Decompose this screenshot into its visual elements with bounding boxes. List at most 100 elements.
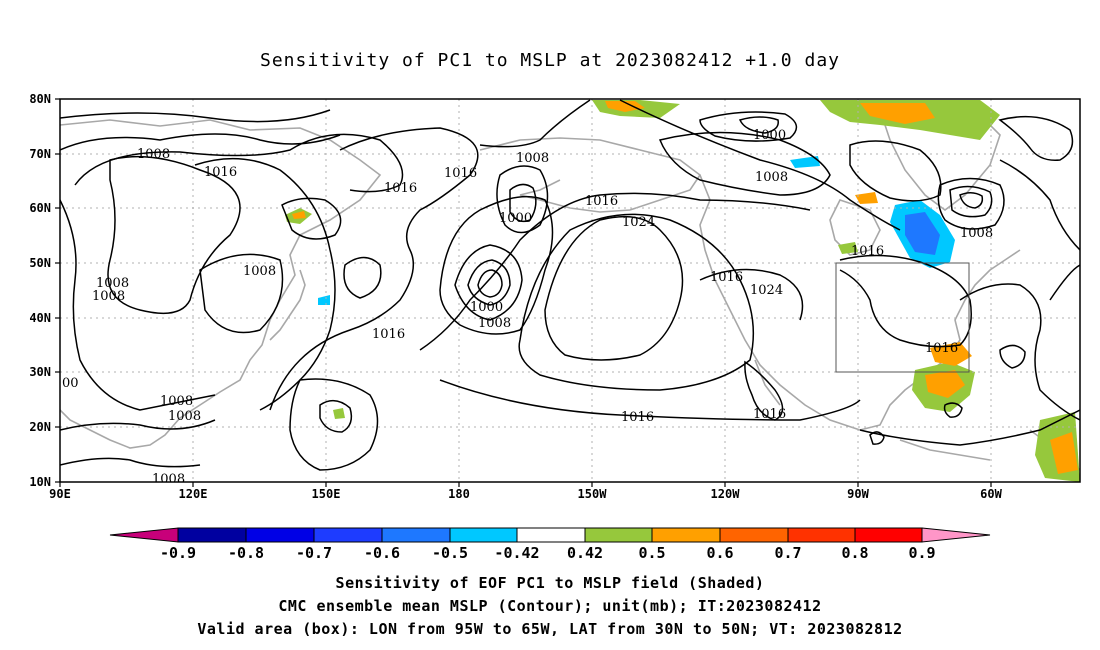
footer-line-valid-area: Valid area (box): LON from 95W to 65W, L… (197, 620, 903, 638)
contour-line (998, 115, 1074, 161)
footer-line-shaded: Sensitivity of EOF PC1 to MSLP field (Sh… (335, 574, 765, 592)
contour-line (658, 131, 831, 196)
lat-tick-label: 30N (29, 365, 51, 379)
contour-line (60, 457, 201, 468)
map-background (60, 99, 1080, 482)
contour-line (496, 165, 549, 234)
contour-labels: 1008 1016 1016 1008 1008 00 1008 1016 10… (62, 128, 993, 482)
lon-axis-labels: 90E 120E 150E 180 150W 120W 90W 60W (49, 487, 1002, 501)
contour-line (1049, 264, 1080, 301)
positive-region-greenland-core (860, 103, 935, 124)
colorbar-tick-label: 0.5 (638, 544, 665, 562)
colorbar-high-arrow (921, 527, 991, 543)
coastline-caribbean (899, 439, 991, 461)
contour-line (518, 213, 755, 391)
footer-line-contour: CMC ensemble mean MSLP (Contour); unit(m… (278, 597, 822, 615)
coastline-baja (754, 359, 781, 406)
contour-line (454, 244, 523, 321)
contour-label: 1024 (622, 215, 655, 230)
contour-line (959, 283, 1080, 421)
contour-line (619, 99, 901, 231)
contour-label: 1008 (96, 276, 129, 291)
contour-line (859, 409, 1080, 446)
coastline-northamerica-east (859, 249, 1021, 431)
lat-lon-grid (60, 99, 1080, 482)
contour-label: 1008 (243, 264, 276, 279)
positive-region-caribbean-core (1050, 432, 1078, 474)
positive-region-greatlakes (838, 242, 858, 254)
colorbar-tick-label: 0.42 (567, 544, 603, 562)
positive-region-pacific (333, 408, 345, 419)
contour-line (999, 344, 1026, 369)
contour-line (60, 419, 216, 431)
contour-line (74, 133, 404, 193)
positive-region-southeast-core (925, 370, 965, 398)
contour-line (281, 197, 342, 240)
contour-line (738, 116, 779, 134)
contour-line (107, 155, 241, 315)
contour-label: 1016 (621, 410, 654, 425)
contour-line (869, 431, 885, 445)
lat-tick-label: 10N (29, 475, 51, 489)
contour-line (744, 360, 784, 421)
contour-line (199, 253, 284, 334)
contour-line (343, 256, 382, 299)
map-panel: 1008 1016 1016 1008 1008 00 1008 1016 10… (29, 92, 1081, 501)
positive-region-arctic-core (605, 101, 645, 112)
contour-label: 00 (62, 376, 79, 391)
contour-label: 1016 (444, 166, 477, 181)
contour-line (849, 140, 942, 202)
contour-line (477, 269, 503, 298)
lon-tick-label: 120E (179, 487, 208, 501)
contour-label: 1016 (753, 407, 786, 422)
lat-tick-label: 20N (29, 420, 51, 434)
colorbar-tick-label: 0.9 (908, 544, 935, 562)
contour-line (269, 127, 479, 411)
colorbar-segment (245, 527, 315, 543)
negative-region-pacific (318, 295, 330, 305)
colorbar-low-arrow (109, 527, 179, 543)
map-frame (59, 98, 1081, 483)
contour-line (419, 192, 811, 351)
contour-label: 1016 (710, 270, 743, 285)
colorbar-segment (381, 527, 451, 543)
colorbar-segment (651, 527, 721, 543)
contour-line (943, 402, 963, 418)
axis-ticks (55, 98, 992, 487)
contour-line (999, 159, 1080, 251)
contour-line (439, 195, 554, 335)
colorbar-tick-label: -0.8 (228, 544, 264, 562)
colorbar-segment (584, 527, 653, 543)
contour-label: 1016 (204, 165, 237, 180)
contour-line (289, 378, 379, 471)
lon-tick-label: 120W (711, 487, 741, 501)
lon-tick-label: 90W (847, 487, 869, 501)
lon-tick-label: 90E (49, 487, 71, 501)
contour-label: 1000 (470, 300, 503, 315)
contour-line (544, 215, 684, 361)
colorbar-tick-label: 0.8 (841, 544, 868, 562)
contour-label: 1016 (925, 341, 958, 356)
contour-label: 1016 (372, 327, 405, 342)
lon-tick-label: 150W (578, 487, 608, 501)
contour-line (959, 192, 984, 209)
contour-line (467, 259, 511, 306)
contour-line (319, 399, 353, 433)
contour-line (60, 133, 341, 151)
colorbar-tick-label: 0.6 (706, 544, 733, 562)
contour-label: 1024 (750, 283, 783, 298)
colorbar-segment (719, 527, 789, 543)
contour-label: 1008 (478, 316, 511, 331)
colorbar-tick-label: 0.7 (774, 544, 801, 562)
contour-label: 1016 (851, 244, 884, 259)
contour-label: 1000 (753, 128, 786, 143)
contour-line (479, 99, 591, 148)
contour-line (439, 379, 861, 421)
contour-label: 1016 (384, 181, 417, 196)
positive-region-japan-core (292, 211, 306, 219)
lon-tick-label: 150E (312, 487, 341, 501)
contour-label: 1008 (137, 147, 170, 162)
contour-label: 1016 (585, 194, 618, 209)
contour-label: 1008 (960, 226, 993, 241)
